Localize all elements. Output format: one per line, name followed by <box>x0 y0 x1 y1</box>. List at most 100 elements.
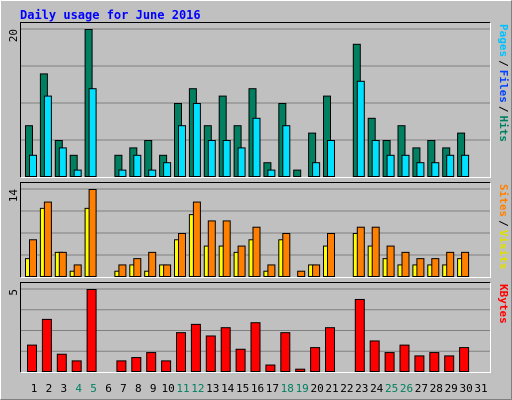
bar <box>310 347 321 373</box>
x-tick-label: 4 <box>75 382 82 395</box>
bar <box>88 88 97 177</box>
x-tick-label: 23 <box>355 382 368 395</box>
bar <box>118 264 127 277</box>
panel-border <box>20 282 491 373</box>
bar <box>237 147 246 177</box>
legend: KBytes <box>497 284 510 324</box>
bar <box>43 201 52 277</box>
bar <box>325 327 335 372</box>
legend-entry: Pages <box>497 24 510 57</box>
bar <box>459 347 470 373</box>
legend-entry: Sites <box>497 184 510 217</box>
bar <box>252 117 261 178</box>
bar <box>161 360 172 373</box>
bar <box>282 125 291 177</box>
bar <box>280 332 291 373</box>
bar <box>146 352 157 372</box>
x-tick-label: 17 <box>266 382 279 395</box>
bar <box>267 169 276 178</box>
legend-separator: / <box>497 106 510 113</box>
x-tick-label: 1 <box>31 382 38 395</box>
bar <box>29 239 37 278</box>
bar <box>190 323 201 372</box>
bar <box>71 360 82 373</box>
bar <box>354 298 365 372</box>
bar <box>73 169 82 178</box>
legend-separator: / <box>497 60 510 67</box>
x-tick-label: 29 <box>445 382 458 395</box>
y-tick-label: 14 <box>7 189 20 203</box>
x-tick-label: 12 <box>191 382 204 395</box>
x-tick-label: 20 <box>310 382 323 395</box>
bar <box>431 162 440 177</box>
bar <box>192 103 201 177</box>
bar <box>250 322 261 373</box>
bar <box>356 226 365 277</box>
bar <box>163 162 172 177</box>
bar <box>237 245 246 277</box>
bar <box>399 344 410 372</box>
x-tick-label: 26 <box>400 382 413 395</box>
x-tick-label: 15 <box>236 382 249 395</box>
legend: Pages / Files / Hits <box>497 24 510 142</box>
bar <box>176 332 186 373</box>
bar <box>148 169 157 178</box>
bar <box>369 340 380 372</box>
panel-border <box>20 282 491 373</box>
x-tick-label: 7 <box>120 382 127 395</box>
x-tick-label: 13 <box>206 382 219 395</box>
legend-separator: / <box>497 220 510 227</box>
x-tick-label: 30 <box>459 382 472 395</box>
bar <box>327 233 335 277</box>
bar <box>56 353 67 372</box>
bar <box>446 251 455 278</box>
bar <box>461 251 470 278</box>
bar <box>178 125 186 177</box>
bar <box>416 258 425 277</box>
bar <box>444 355 455 372</box>
bar <box>235 348 246 373</box>
bar <box>371 140 380 177</box>
x-tick-label: 19 <box>296 382 309 395</box>
bar <box>58 251 67 278</box>
bar <box>86 289 97 372</box>
bar <box>205 335 216 373</box>
bar <box>429 352 440 372</box>
bar <box>282 233 291 277</box>
x-tick-label: 14 <box>221 382 235 395</box>
x-tick-label: 6 <box>105 382 112 395</box>
bar <box>384 352 395 372</box>
legend-entry: KBytes <box>497 284 510 324</box>
bar <box>163 264 172 277</box>
bar <box>222 220 231 278</box>
bar <box>58 147 67 177</box>
bar <box>327 140 335 177</box>
bar <box>297 270 306 278</box>
x-tick-label: 8 <box>135 382 142 395</box>
bar <box>41 318 52 373</box>
bar <box>416 162 425 177</box>
bar <box>431 258 440 277</box>
bar <box>293 169 302 178</box>
bar <box>267 264 276 277</box>
bar <box>252 226 261 277</box>
bar <box>29 154 37 178</box>
x-tick-label: 10 <box>161 382 174 395</box>
bar <box>133 258 142 277</box>
bar <box>461 154 470 178</box>
panel-border <box>20 182 491 278</box>
bar <box>116 360 127 373</box>
x-tick-label: 2 <box>46 382 53 395</box>
x-tick-label: 24 <box>370 382 384 395</box>
bar <box>414 355 425 372</box>
x-tick-label: 9 <box>150 382 157 395</box>
y-tick-label: 5 <box>7 289 20 296</box>
bar <box>371 226 380 277</box>
bar <box>207 140 216 177</box>
bar <box>312 162 321 177</box>
bar <box>73 264 82 277</box>
x-tick-label: 3 <box>60 382 67 395</box>
panel-border <box>20 22 491 178</box>
